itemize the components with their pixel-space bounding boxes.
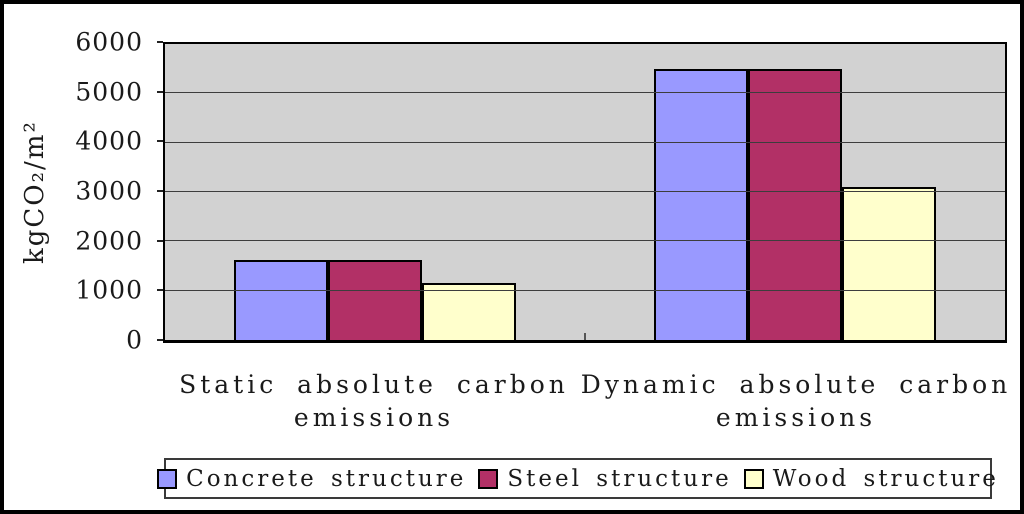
bar-steel-cat1 (748, 68, 842, 340)
gridline-1000 (165, 289, 1005, 291)
y-tick-mark (157, 339, 163, 341)
y-tick-mark (157, 239, 163, 242)
y-tick-label-5000: 5000 (75, 77, 143, 107)
bar-wood-cat0 (422, 283, 516, 340)
bar-group-static (165, 44, 585, 340)
bar-wood-cat1 (842, 187, 936, 340)
y-axis-ticks (157, 41, 163, 341)
y-tick-label-0: 0 (126, 325, 143, 355)
legend-item-wood: Wood structure (743, 465, 999, 492)
y-tick-mark (157, 140, 163, 143)
bar-steel-cat0 (328, 259, 422, 340)
bar-concrete-cat1 (654, 68, 748, 340)
legend-swatch-steel (478, 468, 499, 489)
legend-item-steel: Steel structure (478, 466, 731, 492)
legend-swatch-concrete (157, 468, 178, 489)
legend-label-concrete: Concrete structure (186, 465, 467, 492)
y-tick-mark (157, 41, 163, 43)
y-tick-label-1000: 1000 (75, 275, 143, 305)
y-tick-mark (157, 190, 163, 192)
legend-item-concrete: Concrete structure (157, 466, 466, 492)
gridline-4000 (165, 141, 1005, 143)
gridline-2000 (165, 240, 1005, 242)
legend-label-steel: Steel structure (507, 465, 732, 492)
category-label-dynamic: Dynamic absolute carbon emissions (580, 370, 1012, 432)
category-axis-tick (584, 333, 586, 340)
y-tick-label-6000: 6000 (75, 27, 143, 57)
y-tick-label-3000: 3000 (75, 176, 143, 206)
legend: Concrete structure Steel structure Wood … (157, 458, 996, 499)
legend-label-wood: Wood structure (772, 465, 999, 492)
y-tick-mark (157, 289, 163, 292)
plot-area (163, 42, 1007, 343)
legend-swatch-wood (743, 468, 764, 489)
y-tick-mark (157, 90, 163, 93)
gridline-5000 (165, 92, 1005, 94)
gridline-3000 (165, 191, 1005, 192)
y-axis-tick-labels: 0 1000 2000 3000 4000 5000 6000 (0, 30, 143, 353)
bar-group-dynamic (585, 44, 1005, 340)
y-tick-label-4000: 4000 (75, 126, 143, 156)
category-label-static: Static absolute carbon emissions (179, 370, 569, 432)
bar-concrete-cat0 (234, 259, 328, 340)
y-tick-label-2000: 2000 (75, 226, 143, 256)
